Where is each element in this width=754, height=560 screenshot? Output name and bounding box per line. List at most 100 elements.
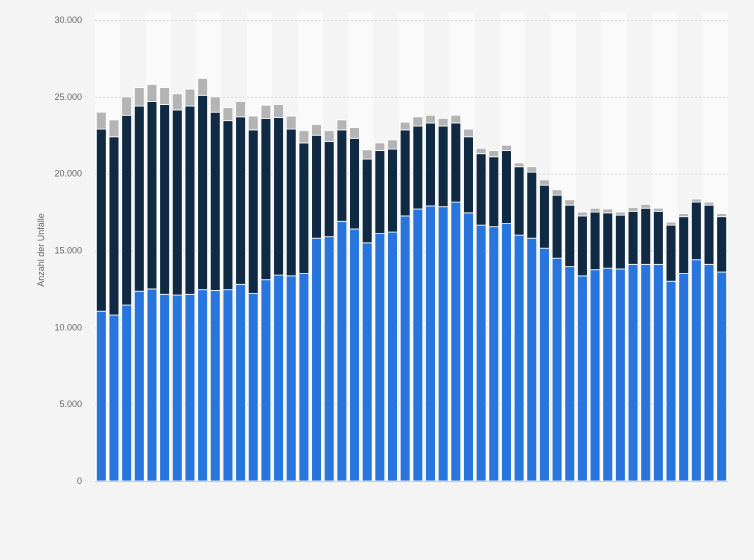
bar-segment-series-2	[197, 94, 208, 291]
bar-segment-series-3	[716, 213, 728, 218]
bar-segment-series-2	[159, 104, 170, 295]
bar-segment-series-2	[665, 224, 677, 282]
bar-segment-series-3	[285, 115, 297, 130]
bar-segment-series-1	[412, 208, 424, 482]
bar-segment-series-2	[133, 105, 145, 292]
bar-segment-series-2	[488, 156, 500, 228]
bar-segment-series-3	[513, 162, 525, 168]
y-axis-label: Anzahl der Unfälle	[36, 213, 46, 287]
bar-segment-series-1	[235, 283, 246, 482]
bar-segment-series-1	[374, 233, 386, 482]
bar-segment-series-2	[235, 116, 246, 285]
bar-segment-series-3	[260, 104, 272, 119]
bar-segment-series-2	[311, 134, 322, 239]
bar-segment-series-3	[589, 207, 601, 213]
bar-segment-series-3	[437, 117, 449, 127]
bar-segment-series-2	[412, 125, 424, 210]
bar-segment-series-3	[171, 93, 183, 111]
bar-segment-series-1	[691, 259, 702, 482]
y-axis-ticks: 0 5.000 10.000 15.000 20.000 25.000 30.0…	[54, 15, 82, 486]
bar-segment-series-1	[589, 269, 601, 482]
bar-segment-series-3	[678, 213, 690, 218]
bar-segment-series-2	[171, 109, 183, 296]
bar-segment-series-3	[108, 119, 120, 138]
bar-segment-series-1	[551, 257, 563, 482]
bar-segment-series-2	[450, 122, 462, 203]
bar-segment-series-1	[475, 224, 487, 482]
bar-segment-series-1	[387, 231, 398, 482]
bar-segment-series-2	[95, 128, 107, 312]
bar-segment-series-3	[691, 198, 702, 203]
bar-segment-series-3	[488, 150, 500, 158]
bar-segment-series-1	[260, 279, 272, 482]
bar-segment-series-2	[691, 201, 702, 261]
bar-segment-series-3	[323, 130, 335, 142]
bar-segment-series-3	[577, 211, 588, 217]
bar-segment-series-3	[475, 147, 487, 155]
bar-segment-series-2	[602, 212, 614, 269]
bar-segment-series-3	[146, 84, 158, 102]
bar-segment-series-2	[349, 137, 360, 230]
bar-segment-series-1	[640, 263, 652, 482]
bar-segment-series-1	[349, 228, 360, 482]
bar-segment-series-2	[716, 216, 728, 273]
bar-segment-series-2	[551, 194, 563, 259]
y-tick-label: 10.000	[54, 322, 82, 332]
bar-segment-series-2	[273, 117, 284, 276]
bar-segment-series-3	[615, 211, 626, 216]
bar-segment-series-3	[184, 88, 196, 107]
bar-segment-series-2	[615, 214, 626, 270]
y-tick-label: 15.000	[54, 246, 82, 256]
bar-segment-series-2	[425, 122, 436, 207]
bar-segment-series-3	[463, 128, 474, 138]
bar-segment-series-1	[539, 247, 550, 482]
bar-segment-series-2	[121, 114, 132, 306]
bar-segment-series-2	[222, 120, 234, 291]
bar-segment-series-3	[311, 124, 322, 136]
bar-segment-series-1	[653, 263, 664, 482]
bar-segment-series-1	[577, 275, 588, 482]
bar-segment-series-3	[374, 142, 386, 152]
y-tick-label: 25.000	[54, 92, 82, 102]
bar-segment-series-1	[247, 293, 259, 482]
bar-segment-series-3	[539, 179, 550, 186]
bar-segment-series-1	[615, 268, 626, 482]
bar-segment-series-2	[589, 211, 601, 271]
bar-segment-series-1	[513, 234, 525, 482]
bar-segment-series-2	[108, 136, 120, 316]
bar-segment-series-1	[311, 237, 322, 482]
bar-segment-series-3	[197, 77, 208, 96]
bar-segment-series-1	[678, 273, 690, 482]
bar-segment-series-2	[678, 216, 690, 274]
bar-segment-series-2	[336, 129, 348, 222]
bar-segment-series-3	[95, 111, 107, 130]
bar-segment-series-2	[627, 210, 639, 265]
bar-segment-series-2	[526, 171, 538, 239]
bar-segment-series-2	[501, 150, 512, 225]
bars	[95, 77, 728, 482]
bar-segment-series-1	[336, 220, 348, 482]
bar-segment-series-2	[209, 111, 221, 291]
bar-segment-series-1	[285, 275, 297, 482]
bar-segment-series-1	[121, 304, 132, 482]
bar-segment-series-3	[387, 139, 398, 150]
bar-segment-series-1	[450, 201, 462, 482]
bar-segment-series-3	[551, 189, 563, 196]
bar-segment-series-2	[577, 215, 588, 277]
bar-segment-series-1	[564, 266, 576, 482]
bar-segment-series-3	[222, 107, 234, 122]
bar-segment-series-2	[437, 125, 449, 208]
bar-segment-series-3	[133, 87, 145, 107]
bar-segment-series-1	[323, 236, 335, 482]
bar-segment-series-1	[209, 290, 221, 482]
bar-segment-series-2	[703, 204, 715, 265]
bar-segment-series-2	[184, 105, 196, 295]
y-tick-label: 0	[77, 476, 82, 486]
bar-segment-series-2	[640, 207, 652, 265]
bar-segment-series-3	[450, 114, 462, 124]
bar-segment-series-2	[653, 210, 664, 265]
bar-segment-series-3	[703, 201, 715, 206]
bar-segment-series-3	[640, 203, 652, 209]
bar-segment-series-3	[298, 130, 310, 144]
bar-segment-series-1	[665, 280, 677, 482]
